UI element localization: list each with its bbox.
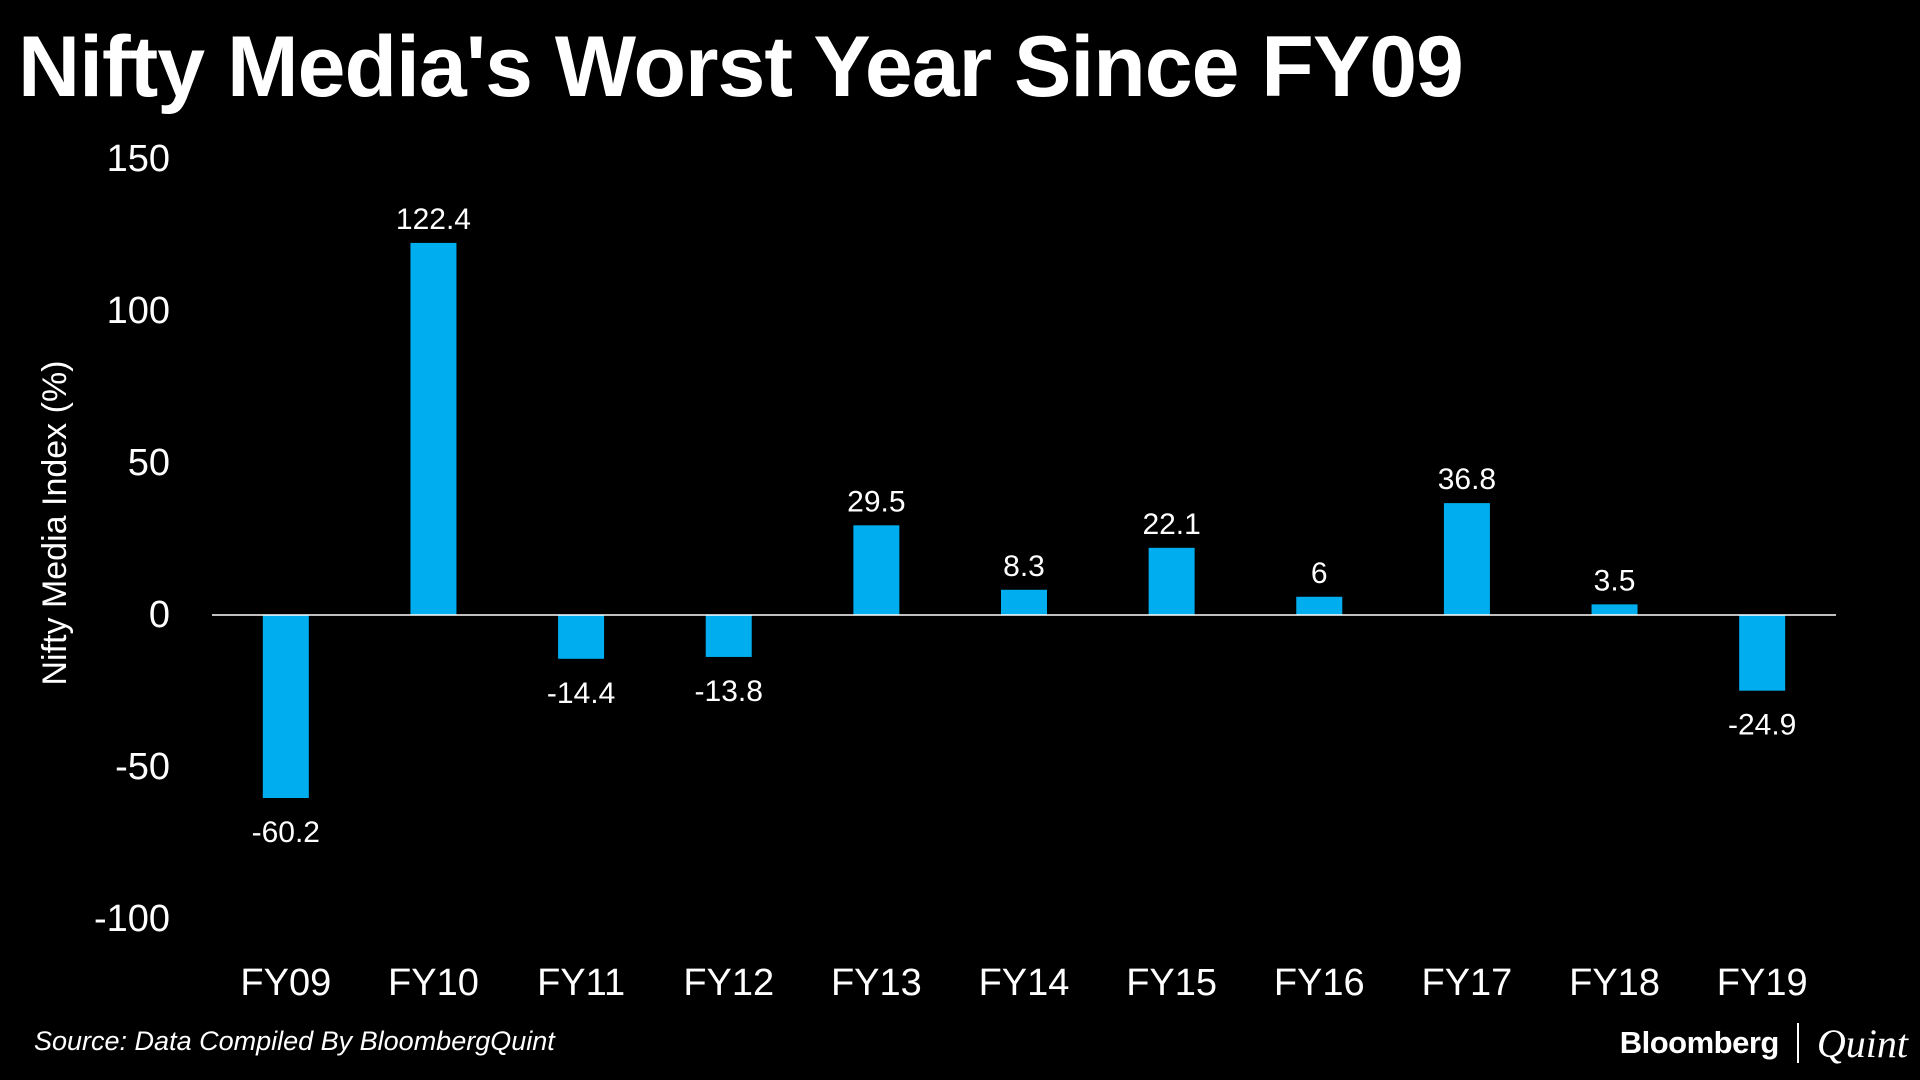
x-tick-label: FY18	[1569, 962, 1660, 1004]
y-tick-label: 100	[107, 290, 170, 332]
bar-fy11	[558, 615, 605, 659]
y-tick-label: 150	[107, 138, 170, 180]
y-tick-label: 0	[149, 594, 170, 636]
x-tick-label: FY13	[831, 962, 922, 1004]
x-tick-label: FY11	[537, 962, 625, 1004]
x-tick-label: FY14	[979, 962, 1070, 1004]
data-label: 36.8	[1438, 463, 1496, 496]
x-tick-label: FY12	[683, 962, 774, 1004]
data-label: -14.4	[547, 677, 615, 710]
data-label: 22.1	[1142, 508, 1200, 541]
bar-fy15	[1148, 547, 1195, 615]
data-label: 122.4	[396, 203, 471, 236]
x-tick-label: FY17	[1421, 962, 1512, 1004]
data-label: 6	[1311, 557, 1328, 590]
bar-fy10	[410, 242, 457, 616]
y-tick-label: 50	[128, 442, 170, 484]
data-label: -60.2	[252, 816, 320, 849]
bar-fy09	[262, 615, 309, 799]
data-label: -13.8	[695, 675, 763, 708]
data-label: 3.5	[1594, 564, 1636, 597]
brand-logo: Bloomberg Quint	[1620, 1018, 1908, 1068]
bar-fy13	[853, 525, 900, 615]
y-tick-label: -50	[115, 746, 170, 788]
x-tick-label: FY19	[1717, 962, 1808, 1004]
data-label: 8.3	[1003, 550, 1045, 583]
y-axis-label: Nifty Media Index (%)	[36, 361, 74, 686]
bar-fy19	[1739, 615, 1786, 691]
bar-fy12	[705, 615, 752, 657]
bar-fy14	[1001, 589, 1047, 615]
x-tick-label: FY15	[1126, 962, 1217, 1004]
brand-bloomberg: Bloomberg	[1619, 1025, 1780, 1060]
x-tick-label: FY10	[388, 962, 479, 1004]
bar-fy16	[1296, 596, 1343, 615]
chart-title: Nifty Media's Worst Year Since FY09	[18, 19, 1464, 115]
data-label: -24.9	[1728, 709, 1796, 742]
brand-quint: Quint	[1816, 1020, 1908, 1066]
x-tick-label: FY16	[1274, 962, 1365, 1004]
brand-divider	[1796, 1023, 1799, 1063]
x-tick-label: FY09	[240, 962, 331, 1004]
data-label: 29.5	[847, 485, 905, 518]
source-note: Source: Data Compiled By BloombergQuint	[34, 1026, 555, 1056]
y-tick-label: -100	[94, 898, 170, 940]
bar-fy18	[1591, 604, 1638, 615]
bar-fy17	[1443, 503, 1490, 615]
